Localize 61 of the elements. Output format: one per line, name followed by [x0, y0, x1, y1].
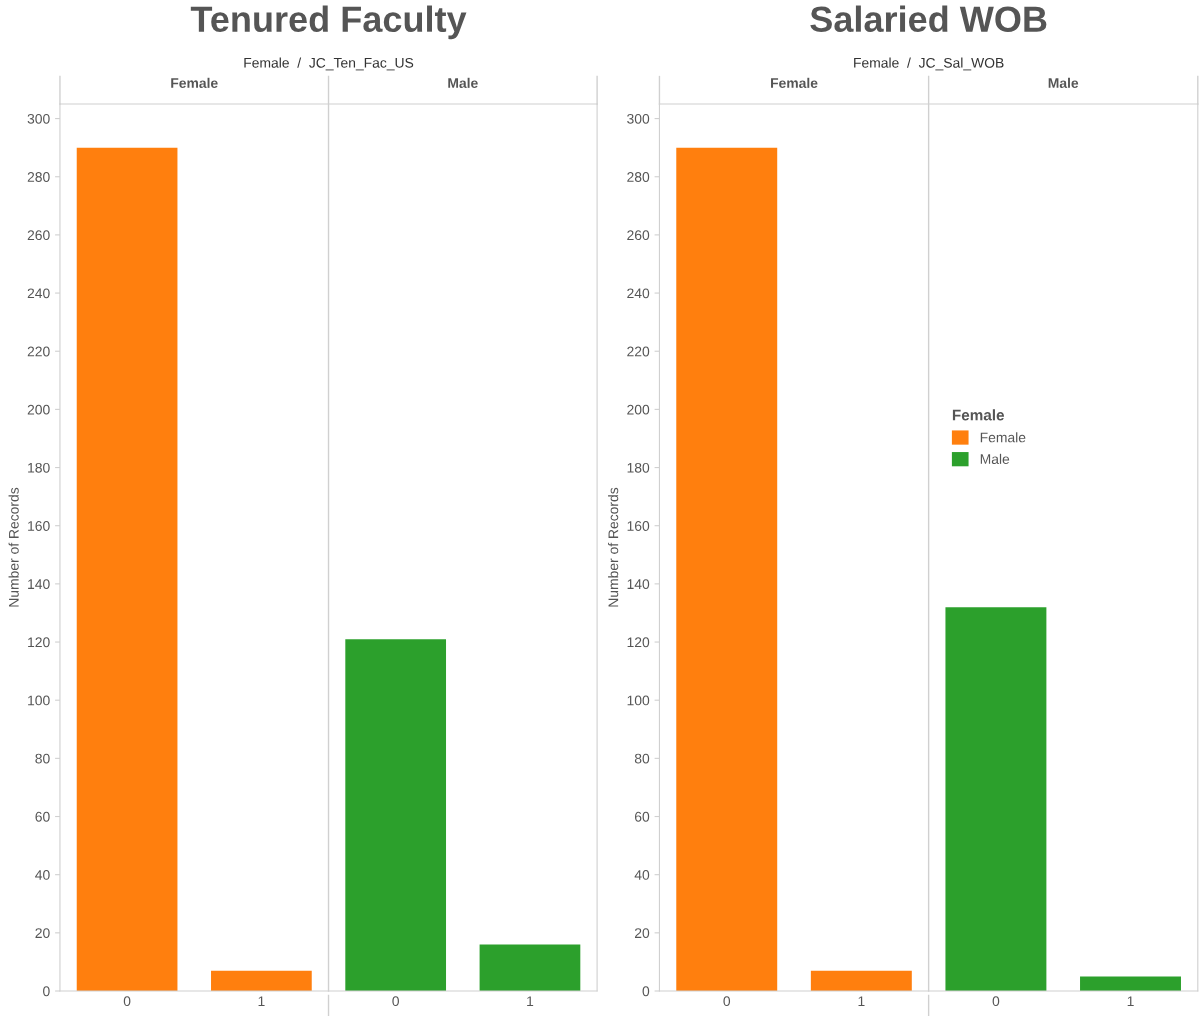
chart-subtitle: Female / JC_Ten_Fac_US — [244, 57, 414, 71]
y-tick-label: 180 — [627, 462, 650, 473]
x-tick-label: 0 — [992, 996, 1000, 1007]
y-tick-label: 240 — [27, 288, 50, 299]
x-tick-label: 0 — [723, 996, 731, 1007]
y-tick-label: 40 — [634, 870, 650, 880]
chart-subtitle: Female / JC_Sal_WOB — [854, 57, 1004, 71]
y-tick-label: 140 — [28, 579, 50, 590]
text: Female — [771, 77, 818, 88]
y-tick-label: 160 — [28, 521, 50, 531]
y-tick-label: 260 — [627, 230, 650, 241]
y-tick-label: 220 — [627, 346, 650, 357]
bar — [345, 639, 447, 992]
y-tick-label: 0 — [642, 986, 650, 997]
bar — [945, 607, 1047, 992]
bar — [76, 147, 178, 992]
y-tick-label: 80 — [634, 753, 650, 764]
y-tick-label: 20 — [634, 928, 650, 939]
y-tick-label: 280 — [27, 172, 50, 182]
x-tick-label: 0 — [392, 996, 399, 1007]
x-tick-label: 1 — [858, 996, 865, 1006]
y-tick-label: 40 — [35, 870, 50, 880]
x-tick-label: 1 — [527, 996, 534, 1006]
y-tick-label: 200 — [27, 404, 50, 415]
chart-title: Salaried WOB — [810, 5, 1047, 33]
y-tick-label: 120 — [28, 637, 50, 648]
y-tick-label: 100 — [627, 695, 650, 706]
y-tick-label: 160 — [627, 521, 650, 531]
bar — [1080, 976, 1181, 992]
legend-label: Male — [980, 453, 1010, 464]
y-tick-label: 200 — [627, 404, 650, 415]
y-tick-label: 280 — [627, 172, 650, 182]
y-tick-label: 60 — [35, 811, 50, 822]
y-tick-label: 20 — [35, 928, 50, 939]
x-tick-label: 1 — [1127, 996, 1134, 1006]
y-tick-label: 60 — [634, 811, 650, 822]
y-axis-title: Number of Records — [8, 487, 19, 607]
bar — [676, 147, 778, 992]
y-axis-title: Number of Records — [608, 487, 619, 607]
legend-label: Female — [980, 432, 1026, 443]
legend-title: Female — [952, 409, 1005, 421]
y-tick-label: 300 — [627, 113, 650, 124]
bar — [810, 970, 912, 992]
text: Male — [1048, 77, 1079, 88]
x-tick-label: 0 — [123, 996, 131, 1007]
bar — [211, 970, 312, 992]
y-tick-label: 240 — [627, 288, 650, 299]
y-tick-label: 140 — [627, 579, 650, 590]
y-tick-label: 180 — [28, 462, 50, 473]
y-tick-label: 260 — [27, 230, 50, 241]
y-tick-label: 220 — [27, 346, 50, 357]
text: Male — [448, 77, 478, 88]
y-tick-label: 100 — [28, 695, 50, 706]
text: Female — [171, 77, 218, 88]
chart-title: Tenured Faculty — [190, 5, 467, 40]
y-tick-label: 120 — [627, 637, 650, 648]
x-tick-label: 1 — [258, 996, 265, 1006]
bar — [479, 944, 581, 992]
y-tick-label: 300 — [27, 113, 50, 124]
y-tick-label: 0 — [43, 986, 50, 997]
y-tick-label: 80 — [35, 753, 50, 764]
